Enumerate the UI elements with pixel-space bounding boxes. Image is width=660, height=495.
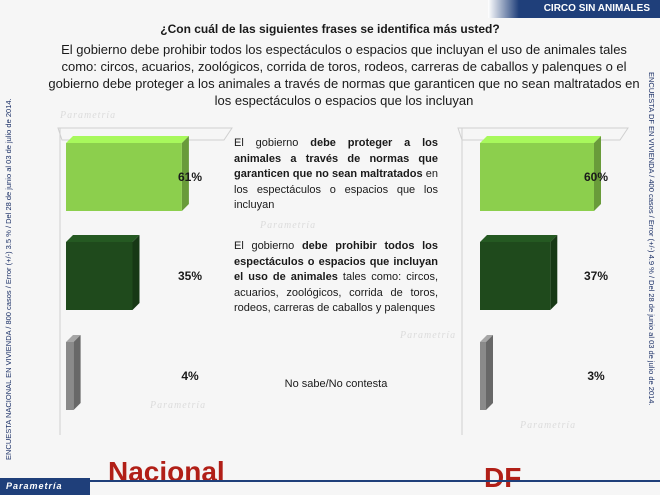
bar-top-2 [66, 335, 81, 342]
frame-nacional [57, 127, 233, 141]
bar-2 [480, 342, 486, 410]
bar-value-label-2: 3% [587, 369, 605, 383]
bar-2 [66, 342, 74, 410]
bar-value-label-0: 60% [584, 170, 608, 184]
option-no-sabe: No sabe/No contesta [234, 377, 438, 393]
bar-side-0 [181, 136, 189, 211]
option-prohibir-pre: El gobierno [234, 240, 302, 252]
bar-top-0 [66, 136, 189, 143]
chart-frames [57, 127, 629, 435]
bar-0 [480, 143, 594, 211]
option-proteger-pre: El gobierno [234, 137, 311, 149]
question-title: ¿Con cuál de las siguientes frases se id… [160, 22, 500, 36]
bar-side-2 [73, 335, 81, 410]
watermark: Parametría [400, 330, 457, 341]
bar-value-label-0: 61% [178, 170, 202, 184]
watermark: Parametría [260, 220, 317, 231]
bar-1 [480, 242, 551, 310]
bar-top-1 [480, 235, 558, 242]
option-no-sabe-label: No sabe/No contesta [284, 378, 388, 390]
bar-top-2 [480, 335, 493, 342]
chart-df: 60% 37% 3% [480, 136, 608, 410]
option-prohibir-post: tales como: circos, acuarios, zoológicos… [234, 271, 438, 314]
section-banner: CIRCO SIN ANIMALES [488, 0, 660, 18]
option-prohibir-bold: debe prohibir todos los espectáculos o e… [234, 240, 438, 283]
bar-side-2 [486, 335, 493, 410]
footer-divider [90, 480, 660, 482]
chart-nacional: 61% 35% 4% [66, 136, 202, 410]
chart-label-df: DF [484, 462, 522, 493]
bar-side-1 [550, 235, 558, 310]
question-statement: El gobierno debe prohibir todos los espe… [48, 42, 640, 108]
bar-value-label-1: 37% [584, 269, 608, 283]
bar-0 [66, 143, 182, 211]
bar-top-1 [66, 235, 140, 242]
watermark: Parametría [150, 400, 207, 411]
frame-df [457, 127, 629, 141]
option-proteger-post: en los espectáculos o espacios que los i… [234, 168, 439, 211]
watermark: Parametría [60, 110, 117, 121]
bar-value-label-1: 35% [178, 269, 202, 283]
brand-logo: Parametría [0, 478, 90, 495]
watermark: Parametría [520, 420, 577, 431]
bar-side-0 [594, 136, 601, 211]
option-prohibir: El gobierno debe prohibir todos los espe… [234, 239, 438, 317]
bar-value-label-2: 4% [181, 369, 199, 383]
option-proteger-bold: debe proteger a los animales a través de… [234, 137, 438, 180]
bar-top-0 [480, 136, 601, 143]
bar-1 [66, 242, 133, 310]
bar-side-1 [132, 235, 140, 310]
chart-label-nacional: Nacional [108, 456, 225, 487]
option-proteger: El gobierno debe proteger a los animales… [234, 136, 438, 214]
